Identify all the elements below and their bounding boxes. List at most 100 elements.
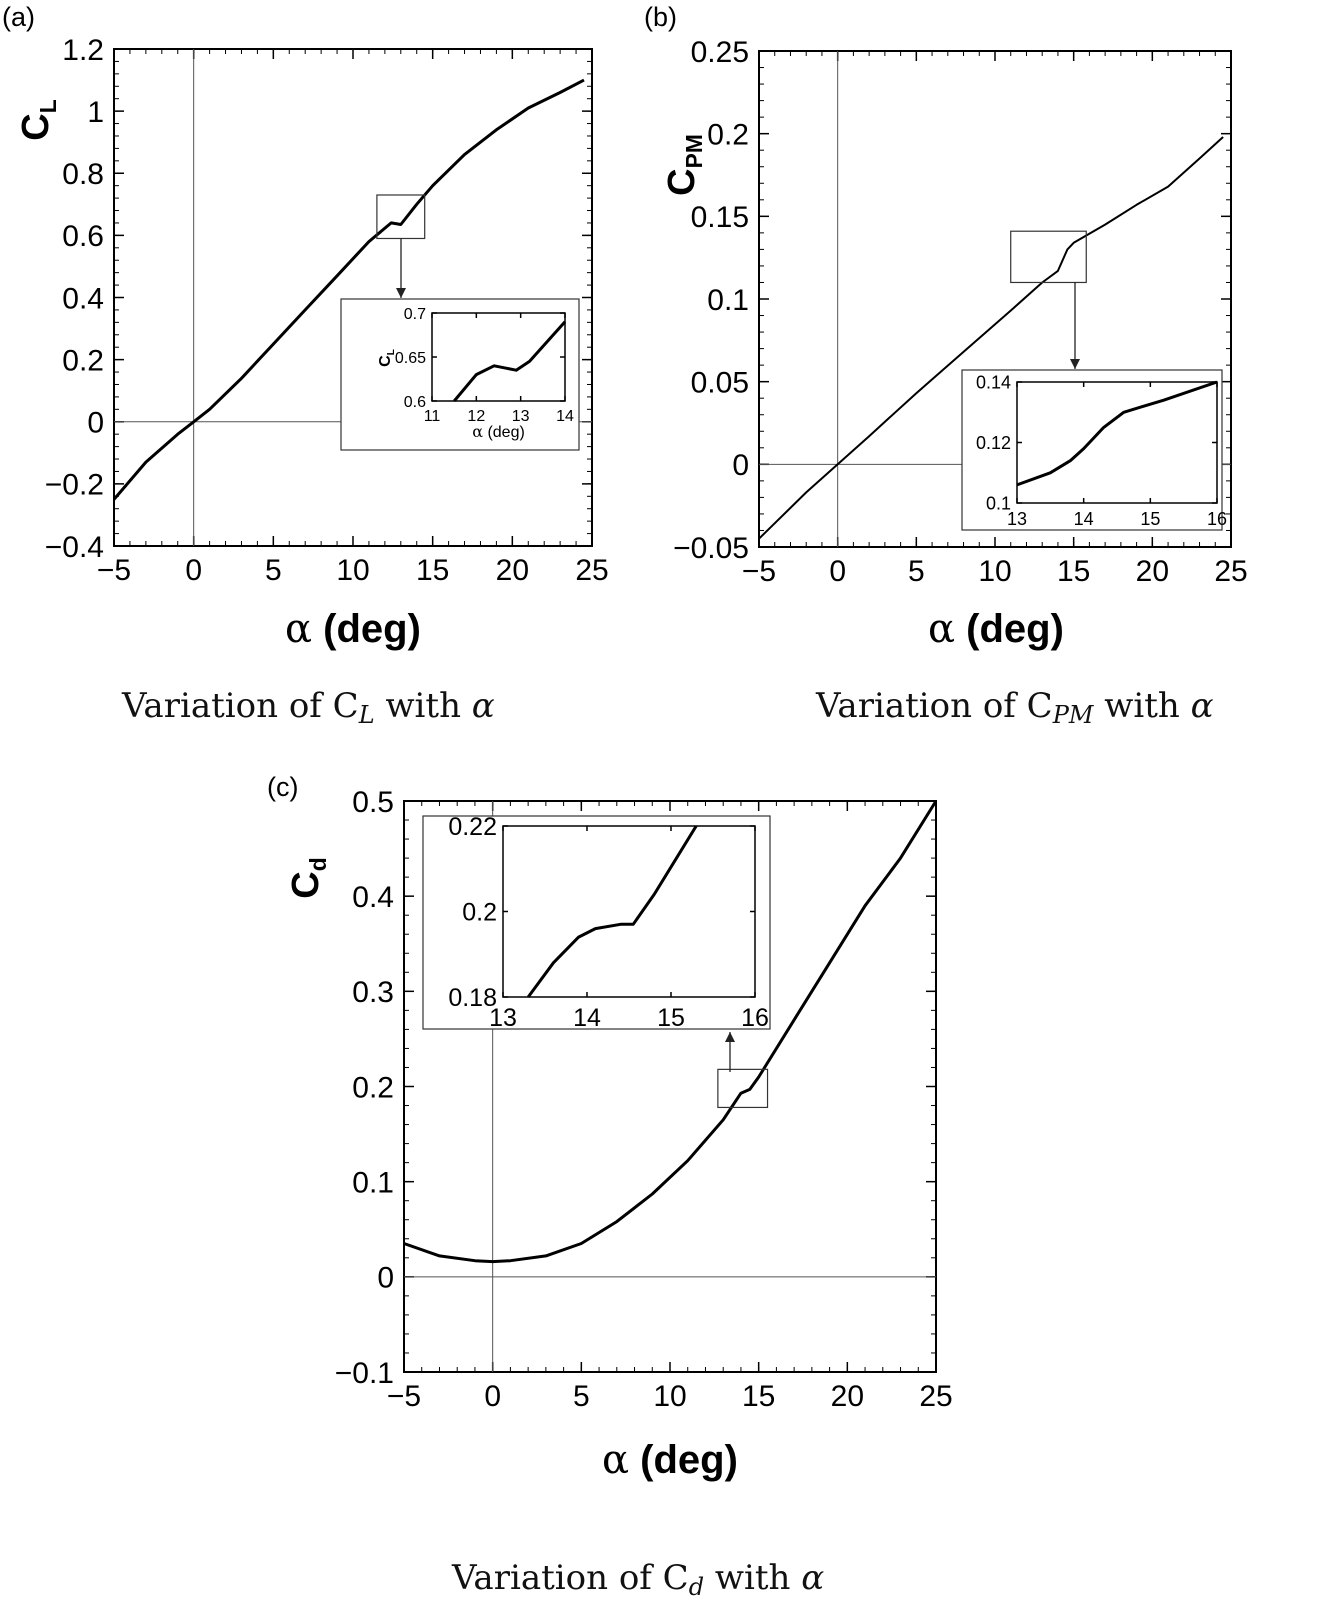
panel-c-ylabel-sub: d xyxy=(305,857,331,871)
panel-a-xtick-label: 10 xyxy=(336,554,369,587)
panel-b-ylabel-sub: PM xyxy=(681,134,707,168)
panel-b-inset-ytick-label: 0.12 xyxy=(976,433,1011,453)
panel-a-inset-xlabel-unit: (deg) xyxy=(483,424,525,441)
panel-b-inset-xtick-label: 13 xyxy=(1007,509,1027,529)
panel-a-xtick-label: 5 xyxy=(265,554,282,587)
panel-a-inset-ytick-label: 0.7 xyxy=(404,306,426,323)
panel-a-xlabel-alpha: α xyxy=(285,606,312,652)
panel-label-c: (c) xyxy=(267,772,299,802)
panel-a-ytick-label: 0.4 xyxy=(62,282,104,315)
caption-b: Variation of CPM with α xyxy=(816,686,1214,729)
panel-a-xtick-label: 0 xyxy=(185,554,202,587)
panel-b-ytick-label: 0.1 xyxy=(707,284,749,317)
panel-a-inset-xtick-label: 14 xyxy=(556,408,574,425)
panel-a-ytick-label: 0.6 xyxy=(62,220,104,253)
panel-b-xtick-label: 0 xyxy=(829,555,846,588)
panel-c-xtick-label: 5 xyxy=(573,1380,590,1413)
panel-a-inset-frame xyxy=(340,298,580,451)
panel-a-group: −5 0 5 10 15 20 25−0.4−0.200.20.40.60.811.2CLα… xyxy=(15,34,609,652)
panel-a-ytick-label: −0.4 xyxy=(45,531,104,564)
panel-c-ytick-label: 0.2 xyxy=(352,1071,394,1104)
panel-c-xlabel: α (deg) xyxy=(602,1437,738,1483)
panel-b-xtick-label: 10 xyxy=(978,555,1011,588)
caption-c: Variation of Cd with α xyxy=(452,1558,825,1601)
panel-a-ytick-label: 0 xyxy=(87,407,104,440)
panel-b-curve xyxy=(758,136,1224,540)
panel-a-inset-ytick-label: 0.65 xyxy=(395,350,426,367)
panel-a-curve xyxy=(112,78,585,501)
panel-c-inset-group: 13 14 15 16 0.18 0.2 0.22 xyxy=(448,813,769,1032)
panel-c-curve xyxy=(403,800,938,1264)
panel-c-ytick-label: 0.5 xyxy=(352,786,394,819)
panel-c-xlabel-alpha: α xyxy=(602,1437,629,1483)
panel-b-ytick-label: 0.25 xyxy=(691,36,749,69)
panel-a-inset-xlabel: α (deg) xyxy=(472,422,525,441)
panel-c-inset-xtick-label: 16 xyxy=(741,1004,769,1032)
panel-b-arrow-head xyxy=(1070,359,1080,369)
panel-a-inset-ylabel-sub: L xyxy=(386,349,397,355)
panel-label-b: (b) xyxy=(644,2,677,32)
panel-a-xtick-label: −5 xyxy=(97,554,131,587)
panel-a-inset-xtick-label: 11 xyxy=(424,408,441,425)
panel-a-inset-ylabel-base: C xyxy=(377,355,394,367)
panel-a-inset-xtick-label: 12 xyxy=(467,408,485,425)
panel-a-ytick-label: 0.8 xyxy=(62,158,104,191)
panel-a-ylabel-sub: L xyxy=(35,99,61,113)
panel-b-xtick-label: 15 xyxy=(1057,555,1090,588)
panel-c-xtick-label: 20 xyxy=(831,1380,864,1413)
panel-a-plot-frame xyxy=(113,48,593,547)
panel-c-ytick-label: 0 xyxy=(377,1262,394,1295)
panel-a-inset-group: 11 12 13 14 0.6 0.65 0.7 α (deg) CL xyxy=(377,306,574,441)
panel-a-xtick-label: 15 xyxy=(416,554,449,587)
panel-a-ylabel: CL xyxy=(15,99,61,140)
panel-a-ytick-label: 0.2 xyxy=(62,344,104,377)
panel-a-inset-xtick-label: 13 xyxy=(512,408,530,425)
panel-a-xlabel: α (deg) xyxy=(285,606,421,652)
panel-c-ytick-label: 0.4 xyxy=(352,881,394,914)
panel-b-inset-xtick-label: 16 xyxy=(1207,509,1227,529)
panel-c-xtick-label: 0 xyxy=(484,1380,501,1413)
panel-a-arrow-head xyxy=(396,288,406,298)
panel-c-xtick-label: 10 xyxy=(653,1380,686,1413)
panel-c-arrow-head xyxy=(725,1032,735,1042)
panel-b-group: −5 0 5 10 15 20 25 −0.05 0 0.05 0.1 0.15 0.2 0.25 CPM α… xyxy=(661,36,1248,652)
panel-b-ytick-label: 0 xyxy=(732,449,749,482)
panel-c-ytick-label: −0.1 xyxy=(335,1357,394,1390)
panel-c-zoom-box xyxy=(717,1068,769,1109)
panel-a-xlabel-unit: (deg) xyxy=(312,607,421,651)
panel-b-inset-curve xyxy=(1016,380,1218,487)
panel-b-ylabel: CPM xyxy=(661,134,707,196)
panel-a-inset-ytick-label: 0.6 xyxy=(404,394,426,411)
panel-b-ytick-label: 0.15 xyxy=(691,201,749,234)
panel-a-xtick-label: 25 xyxy=(575,554,608,587)
panel-c-inset-ytick-label: 0.22 xyxy=(448,813,497,841)
panel-b-inset-group: 13 14 15 16 0.1 0.12 0.14 xyxy=(976,372,1227,529)
panel-a-inset-curve xyxy=(453,320,567,402)
panel-b-xtick-label: 5 xyxy=(908,555,925,588)
panel-a-ytick-label: 1.2 xyxy=(62,34,104,67)
panel-c-xtick-label: 25 xyxy=(919,1380,952,1413)
panel-c-ytick-label: 0.3 xyxy=(352,976,394,1009)
panel-c-inset-curve xyxy=(526,825,698,998)
panel-c-ylabel: Cd xyxy=(285,857,331,898)
panel-b-xtick-label: 20 xyxy=(1136,555,1169,588)
panel-b-inset-xtick-label: 14 xyxy=(1074,509,1094,529)
panel-b-ytick-label: −0.05 xyxy=(673,532,749,565)
panel-b-inset-ytick-label: 0.1 xyxy=(986,493,1011,513)
panel-a-inset-ylabel: CL xyxy=(377,349,397,367)
panel-c-ylabel-base: C xyxy=(285,871,327,898)
panel-c-inset-ytick-label: 0.18 xyxy=(448,984,497,1012)
panel-b-xtick-label: 25 xyxy=(1214,555,1247,588)
panel-b-xlabel: α (deg) xyxy=(928,606,1064,652)
panel-a-xtick-label: 20 xyxy=(496,554,529,587)
panel-b-ytick-label: 0.2 xyxy=(707,118,749,151)
panel-c-group: −5 0 5 10 15 20 25 −0.1 0 0.1 0.2 0.3 0.4 0.5 Cd α (deg… xyxy=(285,786,953,1483)
panel-b-ytick-label: 0.05 xyxy=(691,366,749,399)
panel-b-inset-ytick-label: 0.14 xyxy=(976,372,1011,392)
panel-a-ylabel-base: C xyxy=(15,113,57,140)
panel-c-inset-ytick-label: 0.2 xyxy=(462,899,497,927)
panel-c-ytick-label: 0.1 xyxy=(352,1166,394,1199)
panel-label-a: (a) xyxy=(2,2,35,32)
panel-c-xlabel-unit: (deg) xyxy=(629,1438,738,1482)
